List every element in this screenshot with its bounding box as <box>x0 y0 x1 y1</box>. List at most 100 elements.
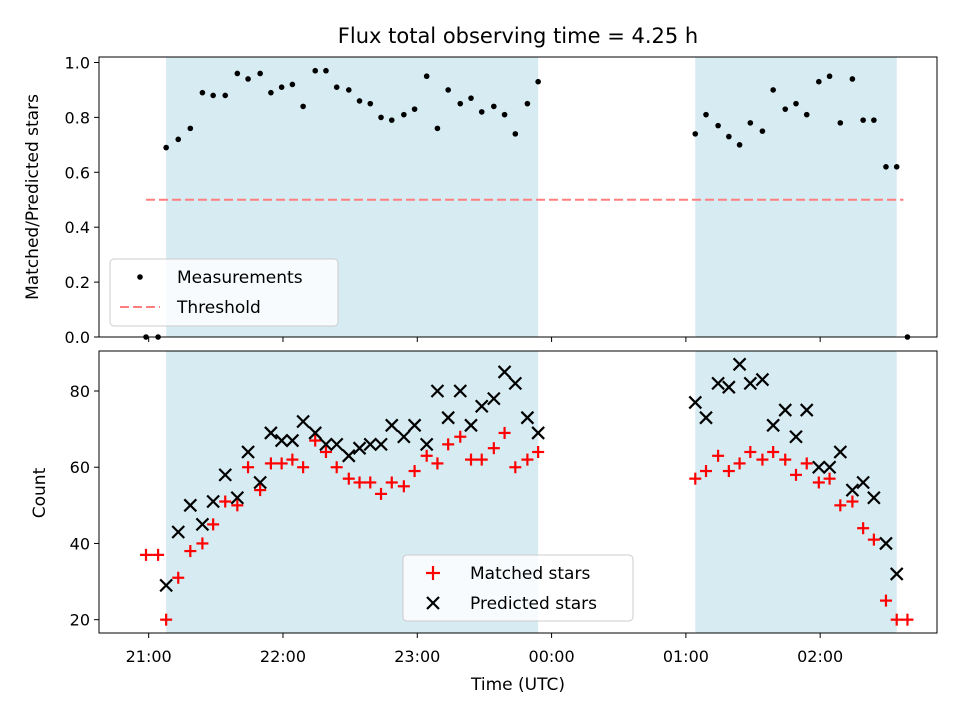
predicted-stars-point-32 <box>508 376 523 391</box>
matched-stars-point-56 <box>901 613 914 626</box>
predicted-stars-point-16 <box>329 437 344 452</box>
count-series <box>140 357 914 626</box>
measurements-point-43 <box>759 128 766 134</box>
measurements-point-15 <box>300 103 306 110</box>
predicted-stars-point-15 <box>319 437 333 452</box>
legend-predicted-marker <box>426 596 440 610</box>
matched-stars-point-50 <box>834 499 847 512</box>
predicted-stars-point-31 <box>497 365 512 379</box>
measurements-point-48 <box>816 78 822 85</box>
matched-stars-point-47 <box>800 457 813 470</box>
measurements-point-35 <box>524 100 531 107</box>
predicted-stars-point-53 <box>889 567 904 581</box>
matched-stars-point-28 <box>442 438 455 451</box>
predicted-stars-point-10 <box>264 426 278 440</box>
matched-stars-point-45 <box>779 453 792 466</box>
y-tick-label: 80 <box>70 382 90 401</box>
legend-predicted-label: Predicted stars <box>470 594 597 614</box>
matched-stars-point-6 <box>196 537 209 550</box>
measurements-point-51 <box>849 76 856 82</box>
predicted-stars-point-12 <box>285 433 300 448</box>
predicted-stars-point-42 <box>766 418 780 433</box>
measurements-point-10 <box>245 76 251 82</box>
predicted-stars-point-9 <box>253 475 267 490</box>
measurements-point-46 <box>793 100 799 107</box>
predicted-stars-point-14 <box>308 426 322 440</box>
measurements-point-5 <box>187 125 194 132</box>
matched-stars-point-15 <box>297 461 310 474</box>
x-tick-label: 02:00 <box>797 647 843 666</box>
matched-stars-point-16 <box>309 434 322 447</box>
matched-stars-point-23 <box>385 476 398 489</box>
measurements-point-18 <box>333 84 340 90</box>
y-tick-label: 20 <box>70 611 90 630</box>
matched-stars-point-11 <box>254 484 267 497</box>
y-tick-label: 60 <box>70 458 90 477</box>
top-legend: Measurements Threshold <box>109 258 339 327</box>
matched-stars-point-5 <box>184 545 197 558</box>
measurements-point-42 <box>747 120 754 126</box>
measurements-point-26 <box>423 73 430 80</box>
predicted-stars-point-11 <box>274 433 289 448</box>
matched-stars-point-40 <box>722 465 735 478</box>
matched-stars-point-51 <box>846 495 859 508</box>
measurements-point-55 <box>893 164 900 170</box>
measurements-point-23 <box>388 117 395 123</box>
y-tick-label: 1.0 <box>65 53 90 72</box>
matched-stars-point-54 <box>879 594 892 607</box>
predicted-stars-point-38 <box>722 380 736 394</box>
measurements-point-9 <box>234 70 241 77</box>
measurements-point-24 <box>401 111 407 118</box>
predicted-stars-point-19 <box>363 437 378 452</box>
bottom-plot-frame <box>98 350 938 634</box>
predicted-stars-point-5 <box>206 494 220 509</box>
matched-stars-point-1 <box>140 548 153 561</box>
matched-stars-point-42 <box>744 445 757 458</box>
matched-stars-point-31 <box>475 453 488 466</box>
top-y-ticks: 0.0 0.2 0.4 0.6 0.8 1.0 <box>65 53 99 347</box>
legend-threshold-label: Threshold <box>176 298 261 318</box>
measurements-point-31 <box>478 109 485 115</box>
bottom-shaded-intervals <box>166 351 897 633</box>
measurements-point-49 <box>826 73 833 80</box>
matched-stars-point-55 <box>890 613 903 626</box>
measurements-point-20 <box>356 98 363 104</box>
predicted-stars-point-8 <box>241 445 255 459</box>
y-tick-label: 0.2 <box>65 273 90 292</box>
matched-stars-point-17 <box>319 445 332 458</box>
predicted-stars-point-17 <box>342 449 356 463</box>
measurements-point-52 <box>860 117 866 123</box>
predicted-stars-point-20 <box>374 437 388 452</box>
predicted-stars-point-52 <box>879 536 893 551</box>
predicted-stars-point-25 <box>430 384 445 398</box>
bottom-x-ticks: 21:00 22:00 23:00 00:00 01:00 02:00 <box>126 633 843 666</box>
measurements-point-44 <box>770 87 776 93</box>
predicted-stars-point-37 <box>711 376 725 391</box>
predicted-stars-point-30 <box>487 391 501 406</box>
matched-stars-point-9 <box>231 499 244 512</box>
measurements-point-47 <box>803 111 810 118</box>
shaded-interval-2 <box>695 57 897 337</box>
matched-stars-point-10 <box>242 461 255 474</box>
matched-stars-point-19 <box>342 472 355 485</box>
predicted-stars-point-36 <box>699 410 713 425</box>
predicted-stars-point-48 <box>833 445 848 459</box>
measurements-point-11 <box>257 70 263 77</box>
predicted-stars-point-34 <box>531 426 545 440</box>
measurements-point-17 <box>323 67 329 74</box>
matched-stars-point-53 <box>867 533 880 546</box>
measurements-point-22 <box>378 114 384 121</box>
matched-stars-point-43 <box>756 453 769 466</box>
predicted-stars-point-46 <box>812 460 826 475</box>
predicted-stars-point-29 <box>474 399 489 414</box>
top-plot-frame <box>98 56 938 338</box>
predicted-stars-point-27 <box>453 384 468 398</box>
predicted-stars-point-18 <box>352 441 367 455</box>
predicted-stars-point-45 <box>799 403 814 417</box>
matched-stars-point-12 <box>264 457 277 470</box>
matched-stars-point-38 <box>700 465 713 478</box>
matched-stars-point-44 <box>767 445 780 458</box>
predicted-stars-point-41 <box>755 372 770 387</box>
bottom-legend-box <box>402 554 634 622</box>
shaded-interval-2 <box>695 351 897 633</box>
